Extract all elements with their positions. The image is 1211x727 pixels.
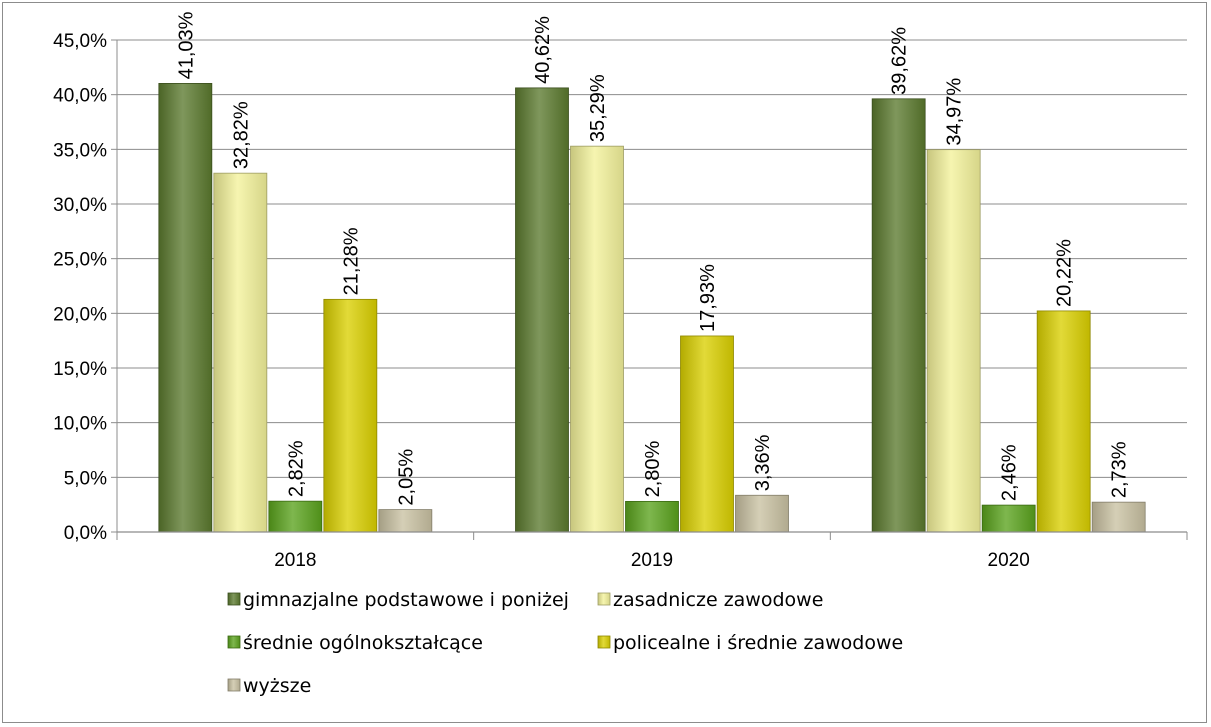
legend-label: gimnazjalne podstawowe i poniżej: [243, 589, 569, 611]
y-tick-label: 35,0%: [53, 140, 107, 161]
bar: [268, 500, 323, 533]
y-tick-label: 5,0%: [64, 468, 107, 489]
bar: [158, 83, 213, 533]
y-tick-label: 30,0%: [53, 195, 107, 216]
y-tick-label: 25,0%: [53, 250, 107, 271]
data-label: 21,28%: [340, 227, 362, 295]
y-axis-ticks: 0,0% 5,0% 10,0% 15,0% 20,0% 25,0% 30,0% 35,0% 40…: [53, 31, 117, 544]
x-tick-label: 2019: [631, 550, 673, 571]
data-label: 2,05%: [395, 449, 417, 506]
y-tick-label: 0,0%: [64, 523, 107, 544]
bar: [735, 494, 789, 533]
y-tick-label: 40,0%: [53, 86, 107, 107]
bar: [570, 145, 624, 533]
legend-swatch: [597, 635, 611, 649]
bar: [213, 172, 268, 533]
legend-swatch: [227, 635, 241, 649]
bars: [158, 83, 1146, 533]
legend-item: gimnazjalne podstawowe i poniżej: [227, 589, 569, 611]
bar: [1036, 310, 1091, 533]
y-tick-label: 15,0%: [53, 359, 107, 380]
legend-label: policealne i średnie zawodowe: [613, 632, 903, 654]
data-label: 35,29%: [587, 74, 609, 142]
bar: [981, 504, 1036, 533]
data-label: 2,73%: [1109, 441, 1131, 498]
bar: [625, 500, 679, 533]
data-label: 2,80%: [642, 440, 664, 497]
x-tick-label: 2018: [274, 550, 316, 571]
data-label: 20,22%: [1054, 239, 1076, 307]
legend-item: wyższe: [227, 675, 311, 697]
data-label: 3,36%: [752, 434, 774, 491]
legend-swatch: [597, 592, 611, 606]
y-tick-label: 45,0%: [53, 31, 107, 52]
data-label: 41,03%: [175, 11, 197, 79]
data-label: 40,62%: [532, 16, 554, 84]
bar: [515, 87, 569, 533]
x-tick-label: 2020: [988, 550, 1030, 571]
bar: [680, 335, 734, 533]
data-label: 39,62%: [889, 27, 911, 95]
legend: gimnazjalne podstawowe i poniżej zasadnic…: [227, 589, 903, 697]
legend-item: średnie ogólnokształcące: [227, 632, 483, 654]
legend-item: policealne i średnie zawodowe: [597, 632, 903, 654]
data-label: 17,93%: [697, 264, 719, 332]
bar: [1091, 501, 1146, 533]
legend-label: wyższe: [243, 675, 311, 697]
y-tick-label: 20,0%: [53, 304, 107, 325]
legend-item: zasadnicze zawodowe: [597, 589, 823, 611]
data-label: 32,82%: [230, 101, 252, 169]
legend-label: średnie ogólnokształcące: [243, 632, 483, 654]
y-tick-label: 10,0%: [53, 414, 107, 435]
legend-label: zasadnicze zawodowe: [613, 589, 823, 611]
data-label: 34,97%: [944, 78, 966, 146]
bar: [323, 298, 378, 533]
legend-swatch: [227, 678, 241, 692]
bar: [926, 149, 981, 533]
x-axis: 2018 2019 2020: [116, 40, 1188, 571]
bar: [378, 509, 433, 533]
bar: [871, 98, 926, 533]
data-labels: 41,03% 32,82% 2,82% 21,28% 2,05% 40,62% 35,29%…: [175, 11, 1130, 505]
data-label: 2,46%: [999, 444, 1021, 501]
legend-swatch: [227, 592, 241, 606]
data-label: 2,82%: [285, 440, 307, 497]
